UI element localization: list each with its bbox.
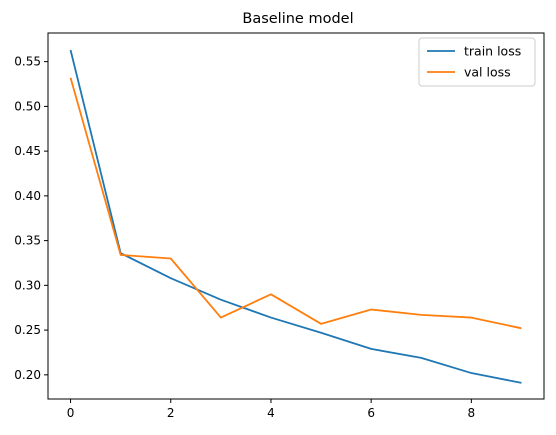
y-tick-label: 0.55 — [14, 55, 41, 69]
x-axis: 0 2 4 6 8 — [67, 399, 475, 420]
x-tick-label: 2 — [167, 406, 175, 420]
y-tick-label: 0.20 — [14, 368, 41, 382]
x-tick-label: 8 — [468, 406, 476, 420]
y-tick-label: 0.25 — [14, 323, 41, 337]
y-axis: 0.20 0.25 0.30 0.35 0.40 0.45 0.50 0.55 — [14, 55, 48, 382]
y-tick-label: 0.50 — [14, 99, 41, 113]
y-tick-label: 0.40 — [14, 189, 41, 203]
legend-box — [418, 37, 536, 87]
series-line-val-loss — [69, 77, 522, 330]
y-tick-label: 0.30 — [14, 278, 41, 292]
plot-frame — [47, 32, 545, 400]
legend: train loss val loss — [418, 37, 536, 87]
series-line-train-loss — [69, 49, 522, 384]
y-tick-label: 0.45 — [14, 144, 41, 158]
legend-label-train-loss: train loss — [464, 44, 521, 59]
x-tick-label: 4 — [267, 406, 275, 420]
x-tick-label: 0 — [67, 406, 75, 420]
legend-label-val-loss: val loss — [464, 65, 511, 80]
x-tick-label: 6 — [367, 406, 375, 420]
y-tick-label: 0.35 — [14, 234, 41, 248]
chart-title: Baseline model — [242, 11, 353, 27]
series-layer — [69, 49, 522, 384]
